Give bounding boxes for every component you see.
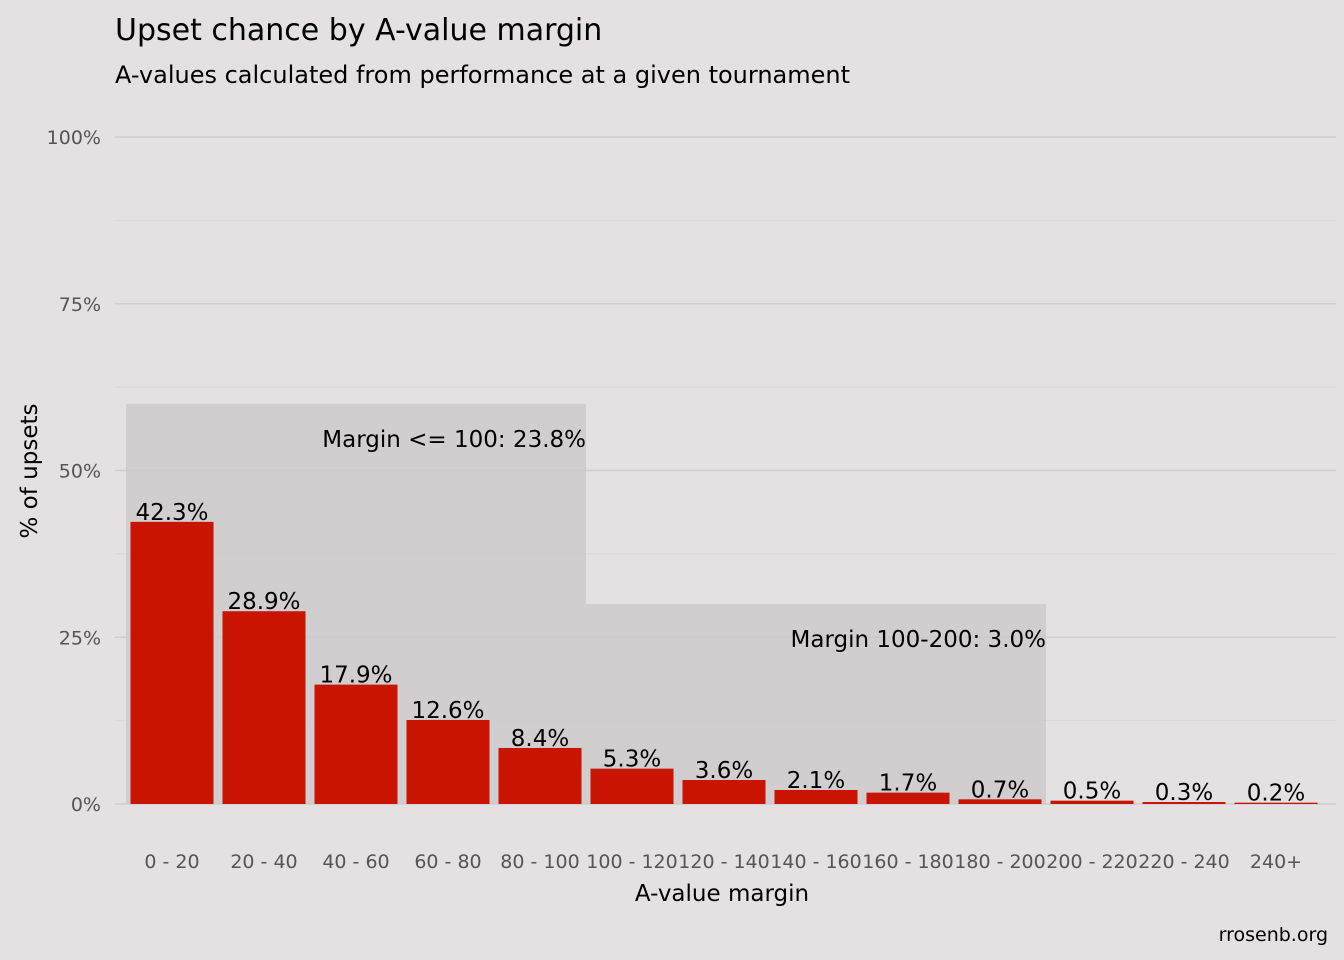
bar-240+	[1234, 802, 1318, 804]
bar-100-120	[590, 768, 674, 804]
bar-140-160	[774, 789, 858, 804]
data-label: 0.3%	[1155, 780, 1213, 806]
x-tick-label: 120 - 140	[678, 851, 769, 873]
x-axis-title: A-value margin	[635, 881, 809, 907]
data-label: 2.1%	[787, 768, 845, 794]
data-label: 17.9%	[319, 663, 392, 689]
x-axis-ticks: 0 - 20 20 - 40 40 - 60 60 - 80 80 - 100 100 -…	[144, 851, 1302, 873]
bar-60-80	[406, 719, 490, 804]
data-label: 42.3%	[135, 500, 208, 526]
bar-120-140	[682, 779, 766, 804]
x-tick-label: 100 - 120	[586, 851, 677, 873]
y-tick-label: 0%	[71, 794, 101, 816]
data-label: 3.6%	[695, 758, 753, 784]
x-tick-label: 40 - 60	[322, 851, 389, 873]
x-tick-label: 0 - 20	[144, 851, 199, 873]
x-tick-label: 60 - 80	[414, 851, 481, 873]
x-tick-label: 80 - 100	[500, 851, 579, 873]
x-tick-label: 220 - 240	[1138, 851, 1229, 873]
data-label: 0.2%	[1247, 781, 1305, 807]
data-label: 0.7%	[971, 777, 1029, 803]
bar-220-240	[1142, 801, 1226, 804]
y-tick-label: 50%	[59, 461, 101, 483]
x-tick-label: 180 - 200	[954, 851, 1045, 873]
bar-20-40	[222, 611, 306, 804]
y-tick-label: 75%	[59, 294, 101, 316]
bar-40-60	[314, 684, 398, 804]
x-tick-label: 140 - 160	[770, 851, 861, 873]
y-tick-label: 25%	[59, 627, 101, 649]
y-tick-label: 100%	[47, 127, 101, 149]
data-label: 12.6%	[411, 698, 484, 724]
bar-80-100	[498, 747, 582, 804]
bar-180-200	[958, 799, 1042, 804]
x-tick-label: 240+	[1250, 851, 1302, 873]
bar-labels: 42.3% 28.9% 17.9% 12.6% 8.4% 5.3% 3.6% 2.1% 1.7%…	[135, 500, 1305, 807]
y-axis-ticks: 0% 25% 50% 75% 100%	[47, 127, 101, 816]
data-label: 8.4%	[511, 726, 569, 752]
chart-caption: rrosenb.org	[1219, 924, 1328, 946]
annotation-label-1: Margin <= 100: 23.8%	[322, 427, 586, 453]
x-tick-label: 160 - 180	[862, 851, 953, 873]
data-label: 1.7%	[879, 771, 937, 797]
y-axis-title: % of upsets	[17, 404, 43, 539]
x-tick-label: 20 - 40	[230, 851, 297, 873]
chart-subtitle: A-values calculated from performance at …	[115, 61, 850, 89]
bars	[130, 521, 1318, 804]
bar-0-20	[130, 521, 214, 804]
chart-title: Upset chance by A-value margin	[115, 13, 602, 48]
data-label: 28.9%	[227, 589, 300, 615]
x-tick-label: 200 - 220	[1046, 851, 1137, 873]
bar-200-220	[1050, 800, 1134, 804]
annotation-label-2: Margin 100-200: 3.0%	[791, 627, 1046, 653]
data-label: 0.5%	[1063, 779, 1121, 805]
bar-160-180	[866, 792, 950, 804]
data-label: 5.3%	[603, 747, 661, 773]
